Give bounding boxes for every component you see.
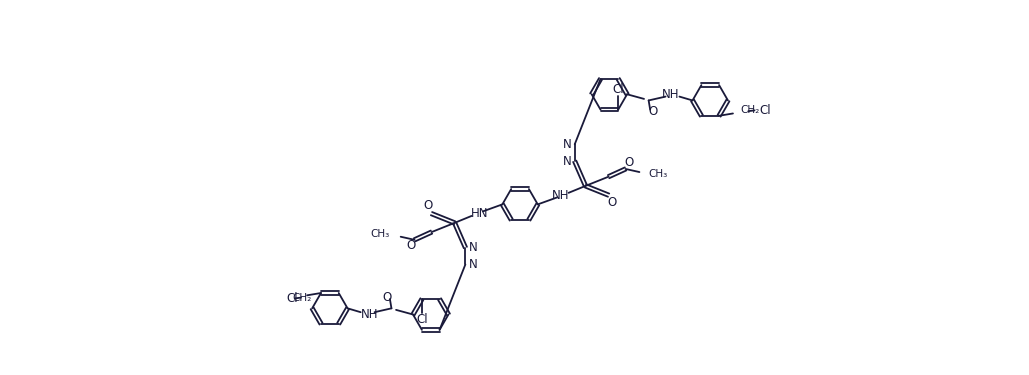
Text: N: N xyxy=(468,241,477,254)
Text: NH: NH xyxy=(662,88,679,101)
Text: Cl: Cl xyxy=(612,83,624,96)
Text: O: O xyxy=(406,240,416,252)
Text: CH₂: CH₂ xyxy=(741,105,759,116)
Text: N: N xyxy=(468,258,477,271)
Text: CH₃: CH₃ xyxy=(648,170,668,179)
Text: O: O xyxy=(625,156,634,169)
Text: HN: HN xyxy=(470,207,488,220)
Text: N: N xyxy=(563,138,571,151)
Text: Cl: Cl xyxy=(286,292,298,305)
Text: CH₃: CH₃ xyxy=(370,230,390,239)
Text: O: O xyxy=(648,105,658,118)
Text: CH₂: CH₂ xyxy=(292,293,312,303)
Text: O: O xyxy=(608,196,617,209)
Text: Cl: Cl xyxy=(759,104,771,117)
Text: O: O xyxy=(382,291,391,304)
Text: Cl: Cl xyxy=(416,313,428,326)
Text: NH: NH xyxy=(361,308,379,321)
Text: N: N xyxy=(563,155,571,168)
Text: NH: NH xyxy=(553,189,570,202)
Text: O: O xyxy=(423,200,432,212)
